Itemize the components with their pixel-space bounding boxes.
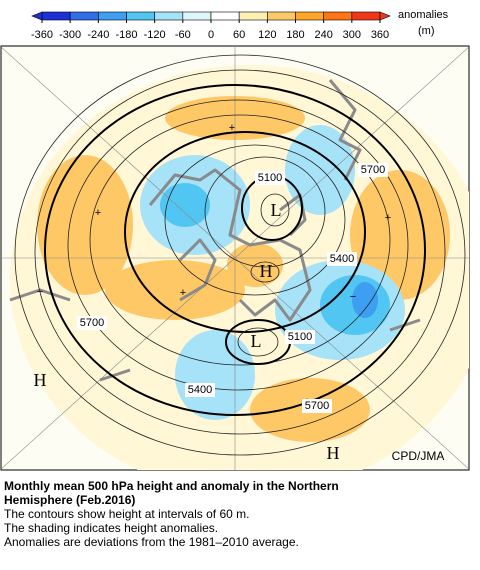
colorbar-tick-label: 0 bbox=[208, 29, 214, 41]
caption-line: The shading indicates height anomalies. bbox=[4, 521, 218, 535]
colorbar-title: anomalies bbox=[398, 9, 449, 21]
contour-label: 5700 bbox=[361, 164, 385, 176]
contour-label-bg bbox=[285, 330, 315, 344]
colorbar-segment bbox=[351, 11, 381, 21]
pressure-center: H bbox=[34, 370, 47, 390]
map-labels: 5100 5700 5400 5700 5100 5400 5700 H H H L L bbox=[34, 163, 388, 463]
colorbar-segment bbox=[41, 11, 71, 21]
contour-label: 5400 bbox=[188, 384, 212, 396]
colorbar-segment bbox=[238, 11, 268, 21]
colorbar-segment bbox=[323, 11, 353, 21]
pressure-center: L bbox=[271, 200, 282, 220]
colorbar-tick-label: -360 bbox=[31, 29, 53, 41]
caption-title: Hemisphere (Feb.2016) bbox=[4, 493, 135, 507]
svg-text:+: + bbox=[229, 122, 235, 134]
contour-label-bg bbox=[77, 316, 107, 330]
contour-label-bg bbox=[302, 399, 332, 413]
colorbar-unit: (m) bbox=[418, 25, 435, 37]
pressure-center: L bbox=[251, 331, 262, 351]
colorbar: -360 -300 -240 -180 -120 -60 0 60 120 180 240 300 36… bbox=[31, 11, 391, 41]
svg-text:−: − bbox=[350, 291, 356, 303]
colorbar-tick-label: 300 bbox=[343, 29, 361, 41]
colorbar-tick-label: -300 bbox=[59, 29, 81, 41]
svg-text:+: + bbox=[95, 207, 101, 219]
colorbar-tick-label: 120 bbox=[258, 29, 276, 41]
contour-label-bg bbox=[327, 252, 357, 266]
colorbar-tick-label: -120 bbox=[144, 29, 166, 41]
colorbar-segment bbox=[182, 11, 212, 21]
colorbar-segment bbox=[69, 11, 99, 21]
colorbar-segment bbox=[210, 11, 240, 21]
colorbar-tick-label: 180 bbox=[286, 29, 304, 41]
svg-text:+: + bbox=[180, 287, 186, 299]
contour-label-bg bbox=[255, 171, 285, 185]
colorbar-arrow bbox=[31, 11, 43, 21]
pressure-center: H bbox=[260, 261, 273, 281]
colorbar-segment bbox=[267, 11, 296, 21]
colorbar-tick-label: 240 bbox=[314, 29, 332, 41]
contour-label: 5100 bbox=[288, 331, 312, 343]
contour-label: 5400 bbox=[330, 253, 354, 265]
colorbar-tick-label: 60 bbox=[233, 29, 245, 41]
contour-label-bg bbox=[185, 383, 215, 397]
contour-label: 5100 bbox=[258, 172, 282, 184]
contour-label: 5700 bbox=[305, 400, 329, 412]
caption: Monthly mean 500 hPa height and anomaly … bbox=[4, 479, 339, 549]
caption-line: Anomalies are deviations from the 1981–2… bbox=[4, 535, 299, 549]
colorbar-segment bbox=[126, 11, 155, 21]
colorbar-tick-label: -180 bbox=[115, 29, 137, 41]
contour-label-bg bbox=[358, 163, 388, 177]
colorbar-segment bbox=[295, 11, 324, 21]
pressure-center: H bbox=[327, 443, 340, 463]
colorbar-segment bbox=[154, 11, 184, 21]
contour-label: 5700 bbox=[80, 317, 104, 329]
map-field: − + + + + − + bbox=[1, 46, 469, 470]
caption-line: The contours show height at intervals of… bbox=[4, 507, 249, 521]
colorbar-tick-label: -240 bbox=[87, 29, 109, 41]
caption-title: Monthly mean 500 hPa height and anomaly … bbox=[4, 479, 339, 493]
colorbar-tick-label: -60 bbox=[175, 29, 191, 41]
svg-text:+: + bbox=[385, 212, 391, 224]
colorbar-tick-label: 360 bbox=[371, 29, 389, 41]
colorbar-arrow bbox=[379, 11, 391, 21]
svg-text:−: − bbox=[37, 286, 43, 298]
colorbar-segment bbox=[98, 11, 127, 21]
credit: CPD/JMA bbox=[392, 449, 445, 463]
map: − + + + + − + 5100 5700 5400 5700 5100 5400 57… bbox=[0, 45, 470, 471]
